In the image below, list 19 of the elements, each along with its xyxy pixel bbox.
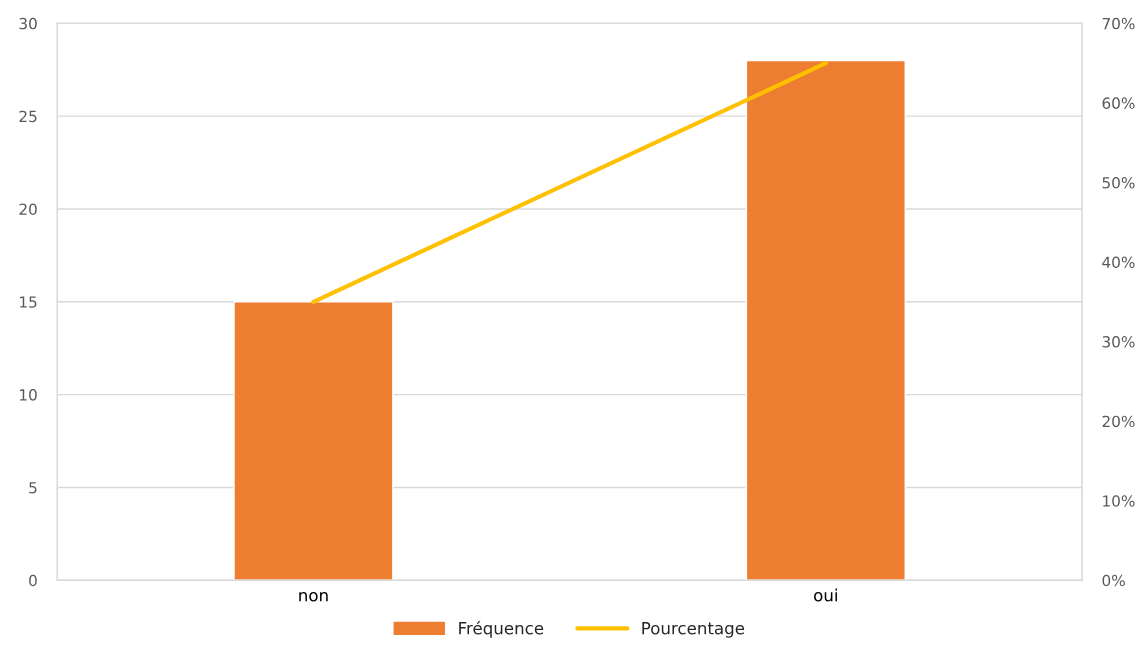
y-tick-label: 25: [19, 110, 37, 123]
y-tick-label: 20: [19, 203, 37, 216]
legend-label: Fréquence: [459, 620, 544, 638]
y-tick-label: 0: [29, 574, 37, 587]
y2-tick-label: 40%: [1102, 256, 1135, 269]
y-tick-label: 10: [20, 389, 37, 401]
y2-tick-label: 50%: [1102, 176, 1135, 189]
y-tick-label: 15: [20, 296, 37, 308]
y-tick-label: 30: [19, 17, 37, 30]
y2-tick-label: 10%: [1103, 495, 1135, 507]
x-tick-label: non: [299, 591, 328, 602]
legend-label: Pourcentage: [642, 622, 745, 638]
y2-tick-label: 60%: [1102, 97, 1135, 109]
y-tick-label: 5: [29, 482, 37, 494]
x-tick-label: oui: [814, 588, 837, 602]
y2-tick-label: 70%: [1102, 17, 1135, 30]
y2-tick-label: 0%: [1102, 574, 1125, 587]
y2-tick-label: 20%: [1102, 415, 1135, 428]
y2-tick-label: 30%: [1102, 336, 1135, 348]
